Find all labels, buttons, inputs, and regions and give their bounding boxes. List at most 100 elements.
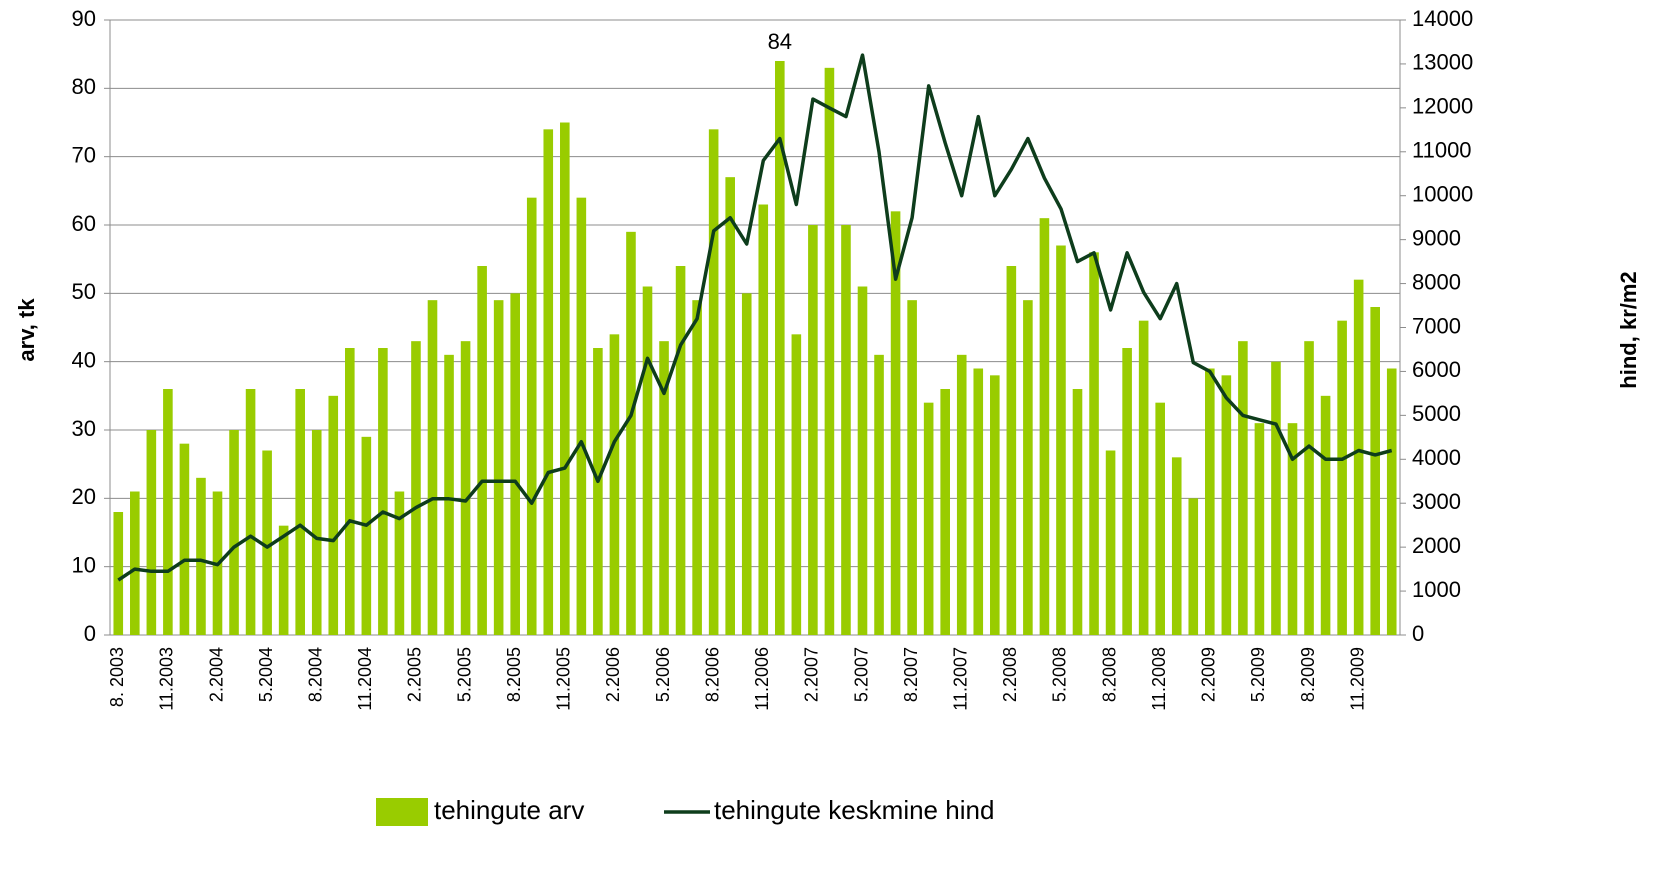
bar xyxy=(278,525,289,635)
x-tick-label: 11.2004 xyxy=(355,647,375,711)
y-tick-label: 90 xyxy=(72,6,96,31)
bar xyxy=(460,341,471,635)
bar xyxy=(1155,402,1165,635)
bar xyxy=(626,231,636,636)
x-tick-label: 5.2009 xyxy=(1248,647,1268,702)
bar xyxy=(642,286,653,635)
bar xyxy=(956,354,967,635)
x-tick-label: 5.2007 xyxy=(851,647,871,702)
y2-tick-label: 14000 xyxy=(1412,6,1473,31)
x-tick-label: 11.2005 xyxy=(554,647,574,711)
bar xyxy=(675,266,686,635)
y2-tick-label: 5000 xyxy=(1412,401,1461,426)
bar xyxy=(725,177,735,635)
x-tick-label: 8.2009 xyxy=(1298,647,1318,702)
x-tick-label: 8. 2003 xyxy=(107,647,127,707)
y2-tick-label: 6000 xyxy=(1412,357,1461,382)
bar xyxy=(1386,368,1397,635)
bar xyxy=(907,300,917,635)
bar xyxy=(791,334,802,635)
y2-tick-label: 4000 xyxy=(1412,445,1461,470)
bar xyxy=(130,491,140,635)
bar xyxy=(328,395,339,635)
bar xyxy=(262,450,272,635)
legend-swatch xyxy=(376,798,428,826)
y2-axis-label: hind, kr/m2 xyxy=(1616,271,1641,388)
y2-tick-label: 3000 xyxy=(1412,489,1461,514)
y2-tick-label: 2000 xyxy=(1412,533,1461,558)
x-tick-label: 2.2007 xyxy=(802,647,822,702)
x-tick-label: 11.2003 xyxy=(157,647,177,711)
x-tick-label: 5.2008 xyxy=(1050,647,1070,702)
bar xyxy=(857,286,868,635)
y-tick-label: 20 xyxy=(72,484,96,509)
bar xyxy=(1188,498,1199,635)
y-axis-label: arv, tk xyxy=(14,298,39,362)
bar xyxy=(493,300,504,635)
x-tick-label: 11.2007 xyxy=(950,647,970,711)
x-tick-label: 8.2007 xyxy=(901,647,921,702)
bar xyxy=(1320,395,1331,635)
y2-tick-label: 0 xyxy=(1412,621,1424,646)
bar xyxy=(311,430,322,635)
y2-tick-label: 8000 xyxy=(1412,269,1461,294)
bar xyxy=(874,354,884,635)
y2-tick-label: 11000 xyxy=(1412,138,1472,163)
bar xyxy=(1271,361,1281,635)
x-tick-label: 11.2008 xyxy=(1149,647,1169,711)
bar xyxy=(361,436,372,635)
bar xyxy=(1238,341,1248,635)
bar xyxy=(378,348,388,635)
bar xyxy=(146,430,157,635)
bar xyxy=(692,300,702,635)
bar xyxy=(973,368,984,635)
bar xyxy=(543,129,554,636)
x-tick-label: 11.2009 xyxy=(1347,647,1367,711)
bar xyxy=(1370,307,1380,635)
x-tick-label: 2.2009 xyxy=(1199,647,1219,702)
bar xyxy=(444,354,454,635)
bar xyxy=(345,348,355,635)
x-tick-label: 11.2006 xyxy=(752,647,772,711)
x-tick-label: 2.2006 xyxy=(603,647,623,702)
bar xyxy=(411,341,421,635)
bar xyxy=(526,197,537,635)
x-tick-label: 2.2005 xyxy=(405,647,425,702)
y-tick-label: 40 xyxy=(72,347,96,372)
y-tick-label: 30 xyxy=(72,416,96,441)
bar xyxy=(179,443,190,635)
bar xyxy=(1072,389,1083,635)
bar xyxy=(1337,320,1347,635)
x-tick-label: 8.2008 xyxy=(1099,647,1119,702)
y2-tick-label: 1000 xyxy=(1412,577,1461,602)
bar xyxy=(758,204,769,635)
y2-tick-label: 7000 xyxy=(1412,313,1461,338)
bar xyxy=(1304,341,1314,635)
y2-tick-label: 10000 xyxy=(1412,182,1473,207)
legend-label: tehingute arv xyxy=(434,795,584,825)
y-tick-label: 0 xyxy=(84,621,96,646)
bar xyxy=(1039,218,1050,635)
bar xyxy=(477,266,487,635)
bar xyxy=(1171,457,1182,635)
bar xyxy=(113,512,124,635)
bar xyxy=(510,293,520,635)
bar xyxy=(1138,320,1149,635)
bar xyxy=(1353,279,1364,635)
bar xyxy=(824,67,835,636)
x-tick-label: 2.2004 xyxy=(206,647,226,702)
bar xyxy=(1056,245,1066,635)
bar xyxy=(163,389,173,635)
bar xyxy=(245,389,256,635)
bar xyxy=(427,300,438,635)
bar xyxy=(1287,423,1298,635)
data-label: 84 xyxy=(768,29,792,54)
y2-tick-label: 9000 xyxy=(1412,225,1461,250)
bar xyxy=(923,402,934,635)
bar xyxy=(1122,348,1132,635)
x-tick-label: 8.2006 xyxy=(702,647,722,702)
x-tick-label: 8.2005 xyxy=(504,647,524,702)
bar xyxy=(295,389,305,635)
y-tick-label: 70 xyxy=(72,142,96,167)
